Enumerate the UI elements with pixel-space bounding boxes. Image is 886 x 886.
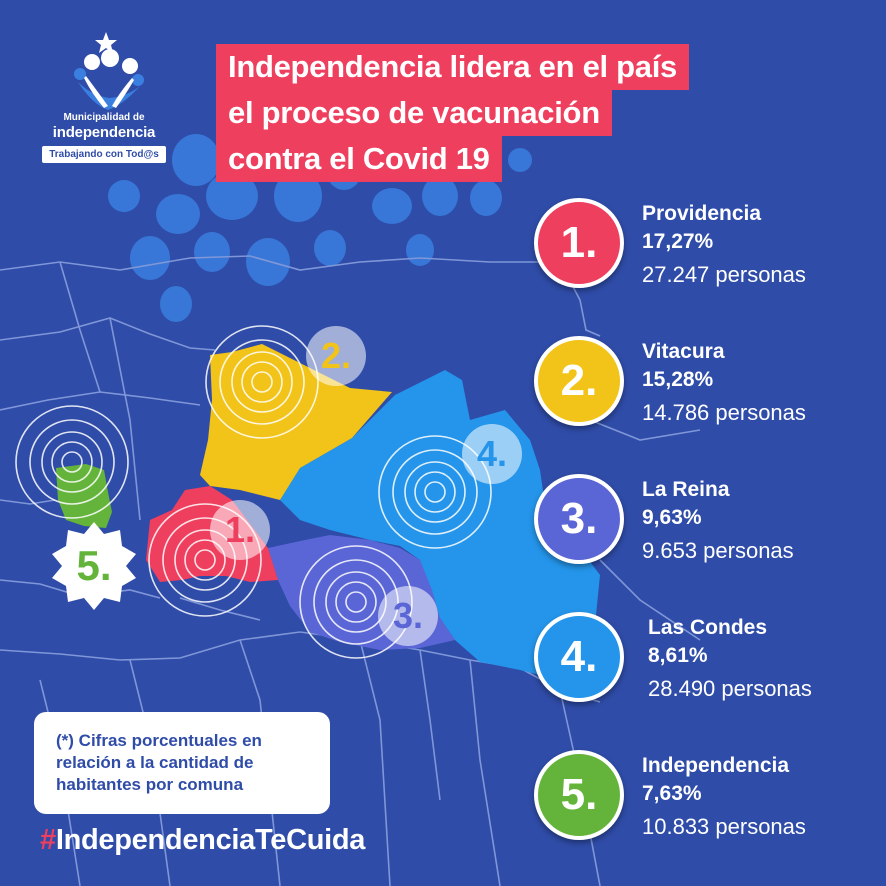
title-line-1: Independencia lidera en el país	[216, 44, 689, 90]
rank-1-circle: 1.	[534, 198, 624, 288]
rank-3-percent: 9,63%	[642, 506, 702, 529]
rank-2-people: 14.786 personas	[642, 400, 806, 425]
rank-2-percent: 15,28%	[642, 368, 714, 391]
map-label-providencia: 1.	[210, 500, 270, 560]
rank-3-people: 9.653 personas	[642, 538, 794, 563]
map-label-vitacura: 2.	[306, 326, 366, 386]
rank-2-name: Vitacura	[642, 340, 725, 363]
rank-5-circle: 5.	[534, 750, 624, 840]
rank-2-circle: 2.	[534, 336, 624, 426]
hashtag-symbol: #	[40, 824, 56, 856]
rank-5-people: 10.833 personas	[642, 814, 806, 839]
logo-name-small: Municipalidad de	[63, 112, 145, 123]
rank-3-circle: 3.	[534, 474, 624, 564]
rank-1-name: Providencia	[642, 202, 762, 225]
map-label-la-reina: 3.	[378, 586, 438, 646]
logo-name-big: independencia	[52, 124, 156, 141]
hashtag: #IndependenciaTeCuida	[40, 824, 365, 857]
title-line-2: el proceso de vacunación	[216, 90, 612, 136]
rank-4-people: 28.490 personas	[648, 676, 812, 701]
region-vitacura	[200, 344, 392, 500]
hashtag-text: IndependenciaTeCuida	[55, 824, 366, 856]
municipality-logo: Municipalidad de independencia Trabajand…	[38, 28, 170, 168]
decorative-dots	[108, 96, 532, 322]
map-label-independencia: 5.	[76, 542, 112, 589]
rank-4-circle: 4.	[534, 612, 624, 702]
logo-tagline: Trabajando con Tod@s	[42, 146, 166, 163]
region-independencia	[56, 464, 112, 528]
rank-5-percent: 7,63%	[642, 782, 702, 805]
rank-3-name: La Reina	[642, 478, 730, 501]
footnote-text: (*) Cifras porcentuales en relación a la…	[56, 731, 262, 794]
footnote-box: (*) Cifras porcentuales en relación a la…	[34, 712, 330, 814]
ripple-rings	[15, 325, 492, 659]
logo-figures-icon	[74, 32, 144, 110]
starburst-badge-icon	[52, 522, 136, 610]
rank-1-people: 27.247 personas	[642, 262, 806, 287]
title-line-3: contra el Covid 19	[216, 136, 502, 182]
map-label-las-condes: 4.	[462, 424, 522, 484]
rank-5-name: Independencia	[642, 754, 790, 777]
rank-4-percent: 8,61%	[648, 644, 708, 667]
rank-1-percent: 17,27%	[642, 230, 714, 253]
rank-4-name: Las Condes	[648, 616, 768, 639]
